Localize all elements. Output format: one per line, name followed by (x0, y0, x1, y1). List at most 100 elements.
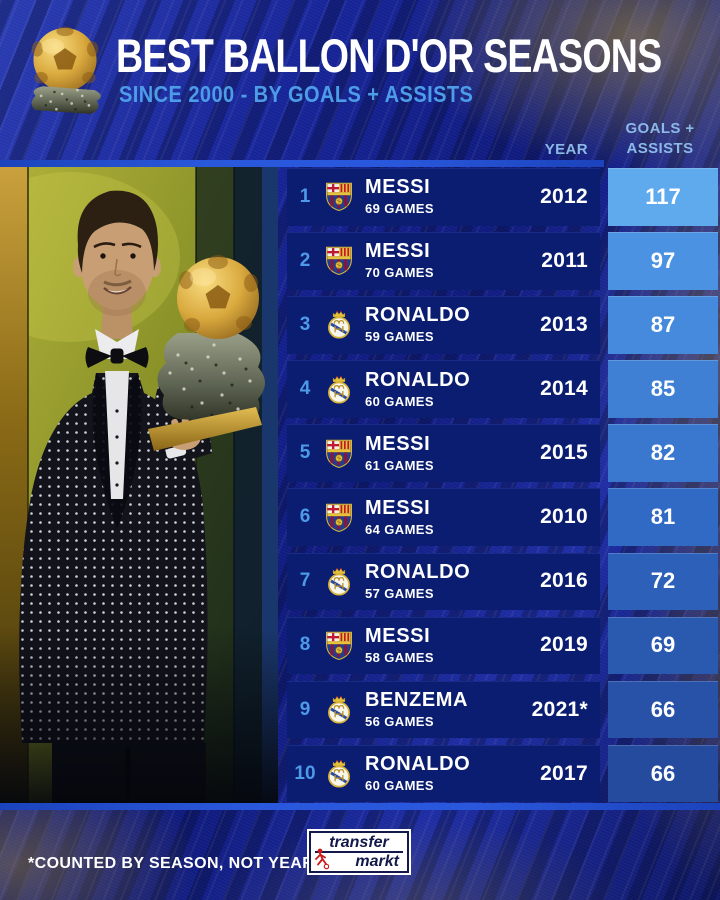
goals-cell: 69 (608, 616, 718, 675)
games-count: 69 GAMES (365, 201, 434, 217)
column-header-goals-assists: GOALS + ASSISTS (604, 119, 716, 158)
player-info: MESSI 64 GAMES (365, 497, 434, 537)
cell-gap (600, 360, 608, 418)
rank-number: 2 (299, 249, 311, 271)
footnote: *COUNTED BY SEASON, NOT YEAR (28, 855, 315, 872)
year-value: 2021* (531, 697, 588, 721)
player-info: MESSI 69 GAMES (365, 177, 434, 217)
club-crest-icon (323, 694, 355, 725)
goals-cell: 66 (608, 744, 718, 803)
club-crest-icon (323, 630, 355, 661)
club-crest-icon (323, 438, 355, 469)
year-value: 2013 (540, 312, 588, 336)
rank-number: 3 (299, 313, 311, 335)
games-count: 57 GAMES (365, 585, 434, 601)
bottom-divider (0, 803, 720, 810)
year-value: 2011 (541, 248, 588, 272)
row-main-cell: 4 RONALDO 60 GAMES 2014 (287, 360, 600, 418)
player-name: RONALDO (365, 368, 471, 391)
cell-gap (600, 488, 608, 546)
cell-gap (600, 681, 608, 739)
goals-cell: 97 (608, 232, 718, 290)
club-crest-icon (323, 309, 355, 340)
table-rows: 1 MESSI 69 GAMES 2012 117 2 (287, 168, 718, 803)
row-main-cell: 7 RONALDO 57 GAMES 2016 (287, 552, 600, 611)
goals-cell: 82 (608, 424, 718, 482)
messi-ballon-dor-photo (0, 167, 278, 803)
transfermarkt-logo: transfer markt (307, 829, 411, 875)
rank-number: 7 (299, 570, 311, 592)
club-crest-icon (323, 758, 355, 789)
row-main-cell: 3 RONALDO 59 GAMES 2013 (287, 296, 600, 354)
logo-text-markt: markt (355, 853, 399, 870)
player-info: RONALDO 60 GAMES (365, 368, 471, 409)
club-crest-icon (323, 566, 355, 597)
row-main-cell: 5 MESSI 61 GAMES 2015 (287, 424, 600, 482)
rank-number: 10 (294, 762, 316, 784)
player-name: BENZEMA (365, 689, 469, 712)
table-row: 5 MESSI 61 GAMES 2015 82 (287, 424, 718, 482)
row-main-cell: 6 MESSI 64 GAMES 2010 (287, 488, 600, 547)
top-divider (0, 160, 604, 167)
rank-number: 6 (299, 506, 311, 528)
table-row: 10 RONALDO 60 GAMES 2017 66 (287, 744, 718, 803)
page-subtitle: SINCE 2000 - BY GOALS + ASSISTS (119, 81, 474, 107)
year-value: 2014 (540, 377, 588, 401)
games-count: 59 GAMES (365, 329, 434, 345)
player-name: MESSI (365, 240, 431, 263)
goals-cell: 72 (608, 552, 718, 611)
rank-number: 8 (299, 634, 311, 656)
player-name: RONALDO (365, 304, 471, 327)
games-count: 58 GAMES (365, 649, 434, 665)
ballon-dor-in-photo (148, 255, 265, 451)
games-count: 64 GAMES (365, 521, 434, 537)
games-count: 56 GAMES (365, 714, 434, 730)
cell-gap (600, 296, 608, 354)
goals-cell: 87 (608, 296, 718, 354)
row-main-cell: 9 BENZEMA 56 GAMES 2021* (287, 680, 600, 739)
rank-number: 4 (299, 378, 311, 400)
player-info: RONALDO 60 GAMES (365, 753, 471, 794)
row-main-cell: 8 MESSI 58 GAMES 2019 (287, 616, 600, 675)
goals-cell: 66 (608, 680, 718, 739)
cell-gap (600, 617, 608, 675)
player-name: RONALDO (365, 560, 471, 583)
year-value: 2017 (540, 761, 588, 785)
table-row: 3 RONALDO 59 GAMES 2013 87 (287, 296, 718, 354)
column-header-goals-line1: GOALS + (625, 120, 695, 137)
player-info: MESSI 58 GAMES (365, 625, 434, 665)
cell-gap (600, 232, 608, 290)
year-value: 2015 (540, 441, 588, 465)
player-name: RONALDO (365, 753, 471, 776)
table-row: 4 RONALDO 60 GAMES 2014 85 (287, 360, 718, 418)
club-crest-icon (323, 374, 355, 405)
ballon-dor-trophy-icon (31, 26, 101, 114)
row-main-cell: 10 RONALDO 60 GAMES 2017 (287, 744, 600, 803)
player-name: MESSI (365, 432, 431, 455)
cell-gap (600, 745, 608, 803)
table-row: 9 BENZEMA 56 GAMES 2021* 66 (287, 680, 718, 739)
player-info: BENZEMA 56 GAMES (365, 689, 469, 730)
rank-number: 9 (299, 698, 311, 720)
year-value: 2010 (540, 505, 588, 529)
page-title: BEST BALLON D'OR SEASONS (116, 29, 662, 82)
logo-text-transfer: transfer (315, 834, 403, 853)
row-main-cell: 1 MESSI 69 GAMES 2012 (287, 168, 600, 226)
table-row: 2 MESSI 70 GAMES 2011 97 (287, 232, 718, 290)
cell-gap (600, 424, 608, 482)
table-row: 1 MESSI 69 GAMES 2012 117 (287, 168, 718, 226)
column-header-goals-line2: ASSISTS (626, 139, 694, 157)
club-crest-icon (323, 181, 355, 212)
player-info: MESSI 70 GAMES (365, 240, 434, 281)
column-header-year: YEAR (544, 141, 588, 158)
table-row: 7 RONALDO 57 GAMES 2016 72 (287, 552, 718, 611)
row-main-cell: 2 MESSI 70 GAMES 2011 (287, 232, 600, 290)
goals-cell: 81 (608, 488, 718, 547)
club-crest-icon (323, 245, 355, 276)
transfermarkt-player-icon (315, 848, 329, 870)
year-value: 2019 (540, 633, 588, 657)
games-count: 70 GAMES (365, 265, 434, 281)
player-info: RONALDO 57 GAMES (365, 560, 471, 601)
year-value: 2012 (540, 184, 588, 208)
